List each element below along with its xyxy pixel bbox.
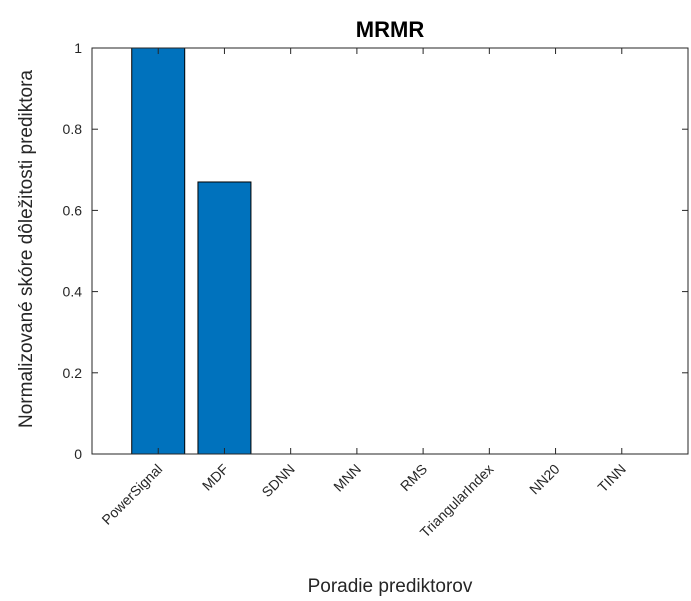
x-axis-label: Poradie prediktorov <box>308 576 473 597</box>
y-tick-label: 0.4 <box>63 284 83 300</box>
bar-PowerSignal <box>131 47 186 455</box>
plot-box <box>91 47 689 455</box>
x-tick-label-TINN: TINN <box>594 461 628 495</box>
x-tick-label-PowerSignal: PowerSignal <box>98 461 165 528</box>
x-tick-label-MDF: MDF <box>199 461 232 494</box>
x-tick-label-SDNN: SDNN <box>258 461 297 500</box>
axes-group <box>91 47 689 455</box>
y-ticks-group: 0 0.2 0.4 0.6 0.8 1 <box>63 40 688 462</box>
chart-title: MRMR <box>356 17 425 42</box>
y-tick-label: 0 <box>74 446 82 462</box>
y-tick-label: 0.6 <box>63 202 83 218</box>
y-axis-label: Normalizované skóre dôležitosti predikto… <box>16 70 37 428</box>
bar-MDF <box>197 181 252 455</box>
x-tick-label-RMS: RMS <box>397 461 430 494</box>
y-tick-label: 0.2 <box>63 365 83 381</box>
x-tick-label-NN20: NN20 <box>526 461 563 498</box>
x-tick-label-MNN: MNN <box>330 461 364 495</box>
y-tick-label: 1 <box>74 40 82 56</box>
bars-group <box>131 47 252 455</box>
y-tick-label: 0.8 <box>63 121 83 137</box>
